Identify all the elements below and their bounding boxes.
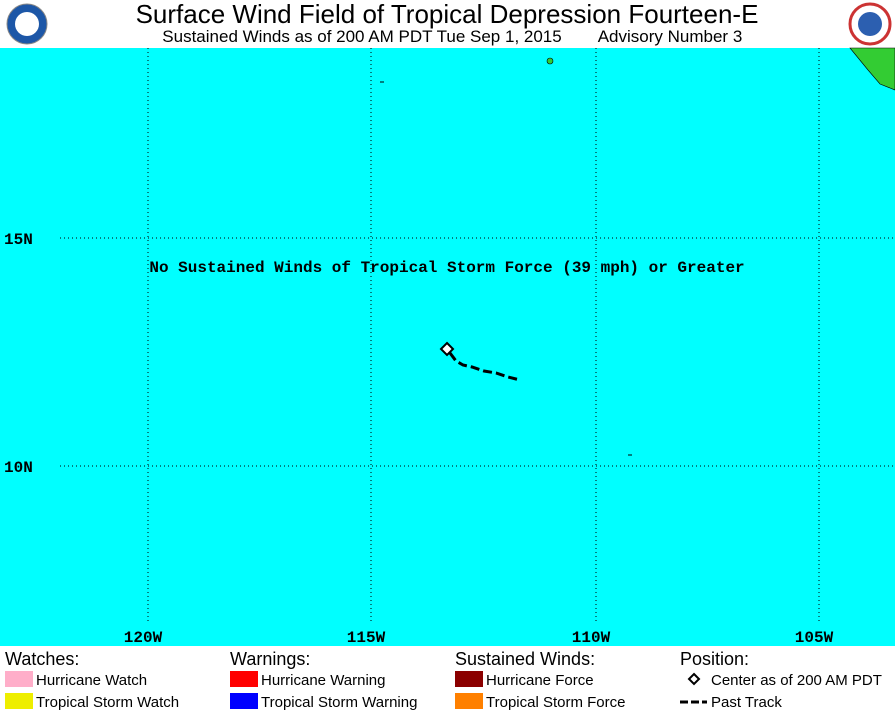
legend-item: Hurricane Watch	[36, 672, 147, 689]
title: Surface Wind Field of Tropical Depressio…	[136, 0, 759, 29]
lon-label: 120W	[124, 629, 163, 647]
legend-title: Sustained Winds:	[455, 649, 595, 669]
swatch	[455, 693, 483, 709]
legend-item: Center as of 200 AM PDT	[711, 672, 882, 689]
legend-title: Warnings:	[230, 649, 310, 669]
swatch	[455, 671, 483, 687]
storm-center	[439, 341, 455, 357]
nws-logo-inner	[858, 12, 882, 36]
legend-title: Position:	[680, 649, 749, 669]
legend-item: Tropical Storm Force	[486, 694, 625, 711]
lat-label: 15N	[4, 231, 33, 249]
past-track	[448, 352, 521, 382]
legend-item: Tropical Storm Warning	[261, 694, 417, 711]
lon-label: 110W	[572, 629, 611, 647]
legend-item: Past Track	[711, 694, 782, 711]
noaa-logo-inner	[15, 12, 39, 36]
legend-item: Hurricane Force	[486, 672, 594, 689]
lon-label: 105W	[795, 629, 834, 647]
map-note: No Sustained Winds of Tropical Storm For…	[149, 259, 744, 277]
advisory: Advisory Number 3	[598, 27, 743, 46]
subtitle: Sustained Winds as of 200 AM PDT Tue Sep…	[162, 27, 561, 46]
island	[546, 57, 554, 65]
swatch	[230, 693, 258, 709]
legend-item: Hurricane Warning	[261, 672, 386, 689]
lon-label: 115W	[347, 629, 386, 647]
land	[849, 47, 895, 91]
legend-title: Watches:	[5, 649, 79, 669]
swatch	[5, 671, 33, 687]
swatch	[5, 693, 33, 709]
legend-item: Tropical Storm Watch	[36, 694, 179, 711]
swatch	[230, 671, 258, 687]
lat-label: 10N	[4, 459, 33, 477]
center-icon	[687, 672, 701, 686]
